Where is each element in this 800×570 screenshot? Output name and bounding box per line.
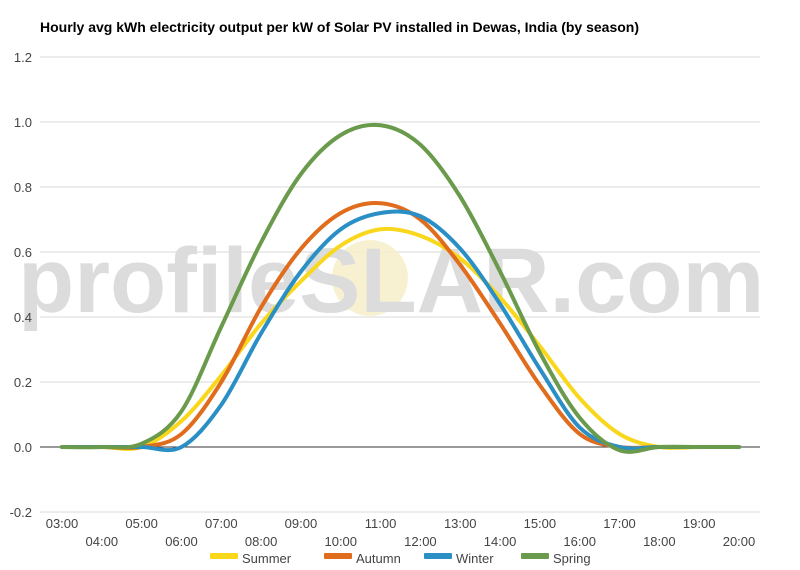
y-tick-label: 0.2: [14, 375, 32, 390]
y-axis: -0.2 0.0 0.2 0.4 0.6 0.8 1.0 1.2: [10, 50, 32, 520]
x-tick-label: 12:00: [404, 534, 437, 549]
legend: Summer Autumn Winter Spring: [210, 551, 591, 566]
x-tick-label: 13:00: [444, 516, 477, 531]
watermark-sun-icon: [332, 240, 408, 316]
x-tick-label: 05:00: [125, 516, 158, 531]
x-tick-label: 20:00: [723, 534, 756, 549]
x-tick-label: 06:00: [165, 534, 198, 549]
y-tick-label: 1.2: [14, 50, 32, 65]
x-tick-label: 17:00: [603, 516, 636, 531]
series-line-winter: [60, 209, 741, 453]
x-tick-label: 03:00: [46, 516, 79, 531]
x-tick-label: 14:00: [484, 534, 517, 549]
legend-swatch-winter: [424, 553, 452, 559]
y-tick-label: 0.0: [14, 440, 32, 455]
chart-title: Hourly avg kWh electricity output per kW…: [40, 19, 640, 35]
x-tick-label: 10:00: [324, 534, 357, 549]
series-line-summer: [60, 226, 741, 451]
legend-label-spring: Spring: [553, 551, 591, 566]
x-tick-label: 11:00: [365, 516, 397, 531]
y-tick-label: 0.4: [14, 310, 32, 325]
y-tick-label: 1.0: [14, 115, 32, 130]
x-tick-label: 16:00: [563, 534, 596, 549]
x-tick-label: 18:00: [643, 534, 676, 549]
watermark: profileSLAR.com: [18, 230, 764, 332]
legend-swatch-autumn: [324, 553, 352, 559]
x-tick-label: 08:00: [245, 534, 278, 549]
legend-swatch-summer: [210, 553, 238, 559]
x-tick-label: 04:00: [86, 534, 119, 549]
x-axis: 03:00 04:00 05:00 06:00 07:00 08:00 09:00 10:00…: [46, 516, 756, 549]
y-tick-label: 0.8: [14, 180, 32, 195]
series-line-spring: [60, 122, 741, 454]
x-tick-label: 09:00: [285, 516, 318, 531]
plot-area: [60, 122, 741, 454]
legend-label-autumn: Autumn: [356, 551, 401, 566]
legend-label-winter: Winter: [456, 551, 494, 566]
legend-swatch-spring: [521, 553, 549, 559]
y-tick-label: -0.2: [10, 505, 32, 520]
grid-lines: [40, 56, 760, 513]
legend-label-summer: Summer: [242, 551, 292, 566]
x-tick-label: 07:00: [205, 516, 238, 531]
x-tick-label: 19:00: [683, 516, 716, 531]
svg-text:profileSLAR.com: profileSLAR.com: [18, 230, 764, 332]
x-tick-label: 15:00: [524, 516, 557, 531]
y-tick-label: 0.6: [14, 245, 32, 260]
